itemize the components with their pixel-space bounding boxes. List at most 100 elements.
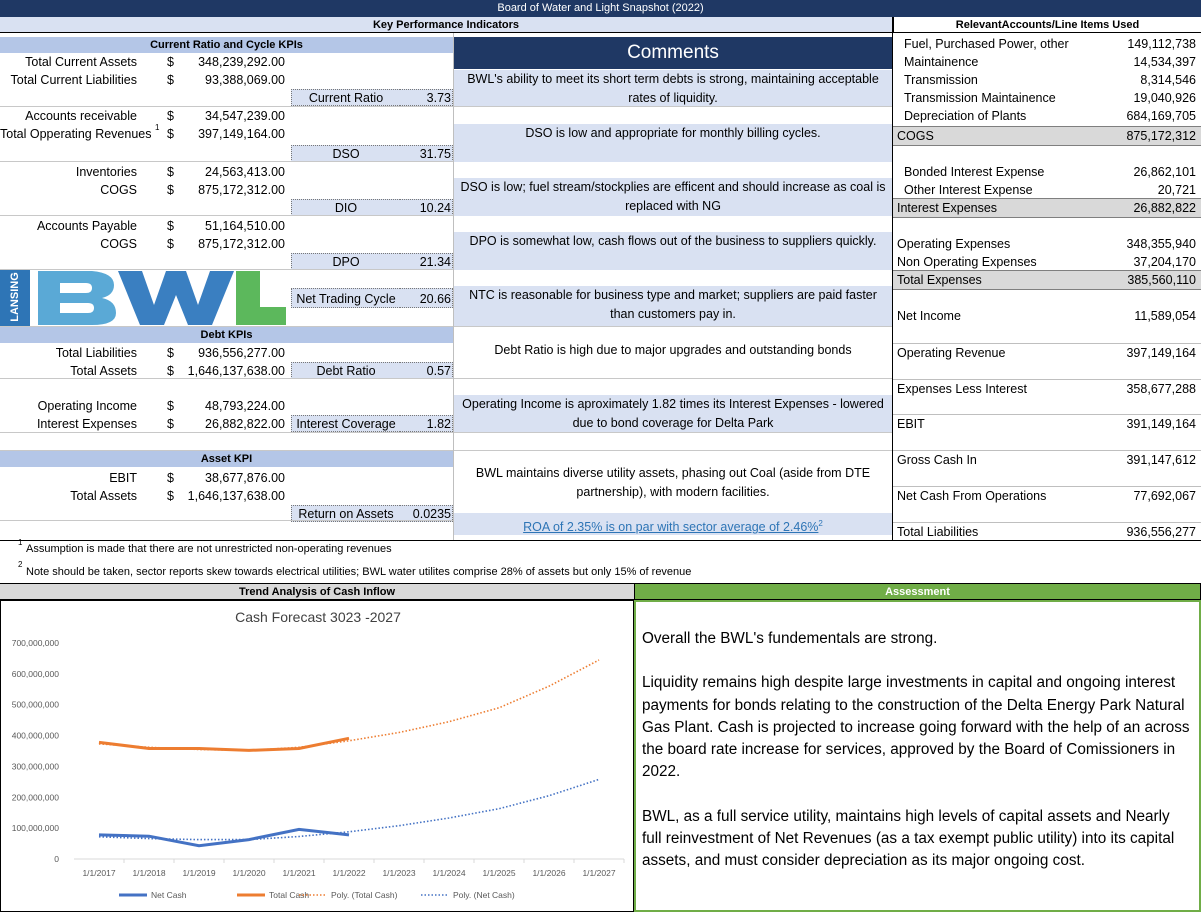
divider xyxy=(453,33,454,540)
ratio-value: 1.82 xyxy=(400,415,453,432)
account-value: 391,147,612 xyxy=(1126,453,1196,467)
row-separator xyxy=(0,450,892,451)
kpi-row-dollar: $ xyxy=(167,364,174,378)
legend-label: Poly. (Total Cash) xyxy=(331,890,398,900)
kpi-row-dollar: $ xyxy=(167,417,174,431)
account-band xyxy=(893,270,1201,290)
kpi-row-label: Total Assets xyxy=(70,364,137,378)
kpi-row-value: 397,149,164.00 xyxy=(198,127,285,141)
account-value: 348,355,940 xyxy=(1126,237,1196,251)
account-label: Net Cash From Operations xyxy=(897,489,1047,503)
x-tick-label: 1/1/2019 xyxy=(182,868,215,878)
kpi-row-dollar: $ xyxy=(167,183,174,197)
account-label: Transmission Maintainence xyxy=(904,91,1056,105)
account-value: 397,149,164 xyxy=(1126,346,1196,360)
kpi-row-dollar: $ xyxy=(167,489,174,503)
ratio-value: 20.66 xyxy=(400,288,453,308)
ratio-label: Return on Assets xyxy=(291,505,400,522)
series-line-3 xyxy=(98,778,600,841)
comments-title: Comments xyxy=(454,37,892,69)
ratio-value: 31.75 xyxy=(400,145,453,162)
account-value: 26,882,822 xyxy=(1133,201,1196,215)
logo-l-shape xyxy=(236,271,286,325)
account-label: COGS xyxy=(897,129,934,143)
account-label: Operating Revenue xyxy=(897,346,1006,360)
x-tick-label: 1/1/2021 xyxy=(282,868,315,878)
comment-text: DPO is somewhat low, cash flows out of t… xyxy=(454,232,892,270)
kpi-row-label: Total Current Liabilities xyxy=(10,73,137,87)
kpi-row-dollar: $ xyxy=(167,109,174,123)
row-separator xyxy=(0,326,892,327)
assessment-paragraph: Liquidity remains high despite large inv… xyxy=(642,674,1190,781)
kpi-row-label: Total Current Assets xyxy=(25,55,137,69)
series-line-1 xyxy=(98,736,350,752)
footnote-2: Note should be taken, sector reports ske… xyxy=(26,566,692,578)
series-line-2 xyxy=(98,659,600,752)
account-value: 385,560,110 xyxy=(1127,273,1196,287)
divider xyxy=(0,540,1201,541)
row-separator xyxy=(0,269,892,270)
row-separator xyxy=(0,520,892,521)
account-separator xyxy=(893,379,1201,380)
assessment-paragraph: Overall the BWL's fundementals are stron… xyxy=(642,630,938,647)
account-value: 14,534,397 xyxy=(1133,55,1196,69)
account-value: 684,169,705 xyxy=(1126,109,1196,123)
row-separator xyxy=(0,378,892,379)
footnote-1: Assumption is made that there are not un… xyxy=(26,543,392,555)
kpi-row-value: 26,882,822.00 xyxy=(205,417,285,431)
kpi-row-value: 348,239,292.00 xyxy=(198,55,285,69)
account-separator xyxy=(893,450,1201,451)
x-tick-label: 1/1/2022 xyxy=(332,868,365,878)
footnote-2-sup: 2 xyxy=(18,560,23,569)
account-label: Fuel, Purchased Power, other xyxy=(904,37,1069,51)
kpi-row-value: 38,677,876.00 xyxy=(205,471,285,485)
y-tick-label: 600,000,000 xyxy=(12,669,60,679)
account-value: 391,149,164 xyxy=(1126,417,1196,431)
legend-label: Total Cash xyxy=(269,890,309,900)
cash-forecast-chart: 0 100,000,000 200,000,000 300,000,000 400,00… xyxy=(12,638,625,900)
kpi-row-label: Accounts receivable xyxy=(25,109,137,123)
kpi-row-sup: 1 xyxy=(155,123,160,132)
kpi-row-label: Operating Income xyxy=(37,399,137,413)
ratio-label: Net Trading Cycle xyxy=(291,288,400,308)
comment-roa-link[interactable]: ROA of 2.35% is on par with sector avera… xyxy=(523,520,819,535)
comment-roa-sup: 2 xyxy=(818,519,823,528)
kpi-row-value: 875,172,312.00 xyxy=(198,183,285,197)
account-label: Non Operating Expenses xyxy=(897,255,1037,269)
kpi-row-label: Total Assets xyxy=(70,489,137,503)
logo-w-shape xyxy=(118,271,234,325)
row-separator xyxy=(0,215,892,216)
account-label: EBIT xyxy=(897,417,925,431)
comment-text: Debt Ratio is high due to major upgrades… xyxy=(494,343,852,357)
assessment-paragraph: BWL, as a full service utility, maintain… xyxy=(642,807,1175,870)
account-label: Other Interest Expense xyxy=(904,183,1033,197)
account-label: Transmission xyxy=(904,73,978,87)
page-title: Board of Water and Light Snapshot (2022) xyxy=(0,0,1201,17)
kpi-row-label: Interest Expenses xyxy=(36,417,137,431)
y-tick-label: 700,000,000 xyxy=(12,638,60,648)
comment-roa-container[interactable]: ROA of 2.35% is on par with sector avera… xyxy=(454,513,892,535)
x-tick-label: 1/1/2023 xyxy=(382,868,415,878)
y-tick-label: 500,000,000 xyxy=(12,700,60,710)
kpi-row-dollar: $ xyxy=(167,237,174,251)
logo-side-text: LANSING xyxy=(9,272,21,322)
kpi-row-dollar: $ xyxy=(167,73,174,87)
logo-b-shape xyxy=(38,271,116,325)
kpi-row-dollar: $ xyxy=(167,399,174,413)
kpi-row-dollar: $ xyxy=(167,165,174,179)
row-separator xyxy=(0,161,892,162)
account-value: 26,862,101 xyxy=(1133,165,1196,179)
comment-text: Operating Income is aproximately 1.82 ti… xyxy=(454,395,892,432)
account-label: Net Income xyxy=(897,309,961,323)
kpi-row-value: 875,172,312.00 xyxy=(198,237,285,251)
account-value: 358,677,288 xyxy=(1126,382,1196,396)
ratio-label: Debt Ratio xyxy=(291,362,400,379)
x-tick-label: 1/1/2026 xyxy=(532,868,565,878)
comment-text: DSO is low; fuel stream/stockplies are e… xyxy=(454,178,892,216)
chart-title: Cash Forecast 3023 -2027 xyxy=(235,609,401,625)
account-value: 875,172,312 xyxy=(1126,129,1196,143)
ratio-label: DPO xyxy=(291,253,400,270)
account-band xyxy=(893,126,1201,146)
logo-letters xyxy=(38,271,286,325)
account-separator xyxy=(893,343,1201,344)
